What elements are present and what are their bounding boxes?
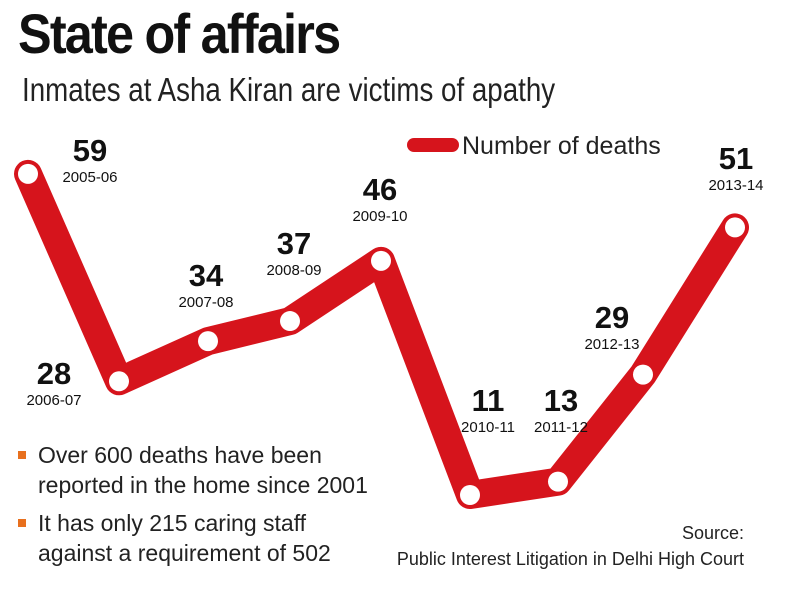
notes-list: Over 600 deaths have been reported in th… <box>14 440 368 576</box>
data-point-marker <box>198 331 218 352</box>
data-label-value: 29 <box>595 300 629 335</box>
data-point-marker <box>109 371 129 392</box>
source-credit: Source: Public Interest Litigation in De… <box>397 520 744 572</box>
bullet-square-icon <box>18 451 26 459</box>
note-item: Over 600 deaths have been reported in th… <box>14 440 368 500</box>
x-tick-label: 2006-07 <box>26 392 81 409</box>
data-point-marker <box>460 485 480 505</box>
label-layer: 592005-06282006-07342007-08372008-094620… <box>26 133 763 436</box>
x-tick-label: 2010-11 <box>461 419 515 436</box>
data-label-value: 51 <box>719 141 753 176</box>
data-point-marker <box>548 471 568 492</box>
bullet-square-icon <box>18 519 26 527</box>
legend: Number of deaths <box>407 132 661 160</box>
legend-label: Number of deaths <box>462 132 661 160</box>
x-tick-label: 2013-14 <box>708 177 763 194</box>
data-label-value: 28 <box>37 356 71 391</box>
data-label-value: 34 <box>189 258 224 293</box>
data-label-value: 59 <box>73 133 107 168</box>
data-point-marker <box>280 311 300 332</box>
marker-layer <box>18 163 745 505</box>
data-label-value: 13 <box>544 383 578 418</box>
x-tick-label: 2012-13 <box>584 336 639 353</box>
note-text: Over 600 deaths have been reported in th… <box>38 442 368 498</box>
x-tick-label: 2005-06 <box>62 169 117 186</box>
x-tick-label: 2008-09 <box>266 262 321 279</box>
note-text: It has only 215 caring staff against a r… <box>38 510 331 566</box>
data-point-marker <box>633 364 653 385</box>
x-tick-label: 2007-08 <box>178 294 233 311</box>
data-point-marker <box>725 217 745 238</box>
source-label: Source: <box>681 523 744 543</box>
x-tick-label: 2011-12 <box>534 419 588 436</box>
note-item: It has only 215 caring staff against a r… <box>14 508 368 568</box>
source-text: Public Interest Litigation in Delhi High… <box>396 549 744 569</box>
chart-title: State of affairs <box>18 2 341 65</box>
data-point-marker <box>18 163 38 184</box>
data-label-value: 37 <box>277 226 311 261</box>
data-point-marker <box>371 250 391 271</box>
x-tick-label: 2009-10 <box>352 208 407 225</box>
data-label-value: 11 <box>472 383 505 418</box>
chart-subtitle: Inmates at Asha Kiran are victims of apa… <box>22 71 556 108</box>
data-label-value: 46 <box>363 172 397 207</box>
